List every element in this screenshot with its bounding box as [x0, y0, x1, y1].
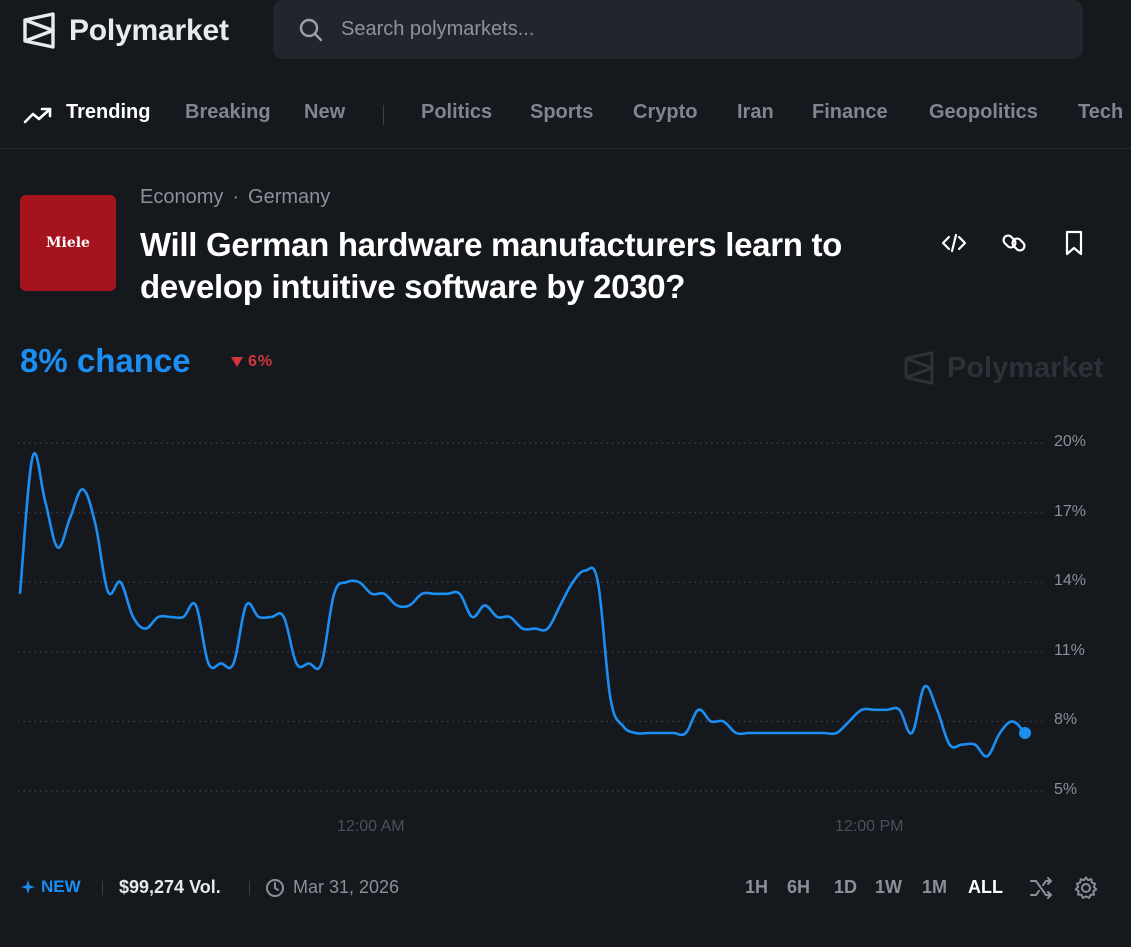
- search-input[interactable]: [341, 18, 1041, 41]
- copy-link-button[interactable]: [999, 228, 1029, 258]
- x-tick-label: 12:00 PM: [835, 818, 904, 835]
- brand-name: Polymarket: [69, 13, 229, 47]
- clock-icon: [266, 878, 284, 897]
- market-thumbnail: Miele: [20, 195, 116, 291]
- nav-divider: [383, 105, 384, 125]
- nav-item-geopolitics[interactable]: Geopolitics: [929, 101, 1038, 123]
- price-chart[interactable]: [0, 410, 1131, 810]
- bookmark-button[interactable]: [1059, 228, 1089, 258]
- thumbnail-logo-text: Miele: [46, 235, 90, 251]
- breadcrumb: Economy · Germany: [140, 186, 330, 209]
- caret-down-icon: [231, 357, 243, 367]
- y-tick-label: 11%: [1054, 641, 1085, 659]
- breadcrumb-economy[interactable]: Economy: [140, 186, 224, 208]
- new-badge: NEW: [20, 877, 81, 897]
- watermark-text: Polymarket: [947, 351, 1104, 384]
- y-tick-label: 20%: [1054, 433, 1087, 450]
- chart-watermark: Polymarket: [903, 351, 1103, 385]
- nav-item-iran[interactable]: Iran: [737, 101, 774, 123]
- category-nav: Trending Breaking New Politics Sports Cr…: [0, 85, 1131, 149]
- range-1w[interactable]: 1W: [875, 877, 902, 897]
- nav-item-finance[interactable]: Finance: [812, 101, 888, 123]
- code-embed-icon: [941, 233, 967, 253]
- range-6h[interactable]: 6H: [787, 877, 811, 897]
- shuffle-button[interactable]: [1028, 875, 1054, 901]
- polymarket-logo-icon: [23, 12, 55, 49]
- nav-item-sports[interactable]: Sports: [530, 101, 594, 123]
- end-date: Mar 31, 2026: [265, 877, 399, 898]
- breadcrumb-germany[interactable]: Germany: [248, 186, 331, 208]
- polymarket-watermark-icon: [904, 351, 934, 385]
- x-tick-label: 12:00 AM: [337, 818, 405, 835]
- current-point: [1019, 727, 1031, 739]
- trending-icon: [23, 107, 52, 124]
- chart-settings-button[interactable]: [1073, 875, 1099, 901]
- sparkle-icon: [21, 880, 35, 894]
- chart-footer: NEW $99,274 Vol. Mar 31, 2026 1H 6H 1D 1…: [0, 873, 1131, 903]
- nav-item-breaking[interactable]: Breaking: [185, 101, 271, 123]
- range-1m[interactable]: 1M: [922, 877, 948, 897]
- series-line: [18, 452, 1026, 758]
- search-bar[interactable]: [273, 0, 1083, 59]
- range-all[interactable]: ALL: [968, 877, 1003, 897]
- breadcrumb-separator: ·: [232, 186, 240, 208]
- settings-gear-icon: [1074, 876, 1098, 899]
- nav-item-politics[interactable]: Politics: [421, 101, 493, 123]
- y-tick-label: 8%: [1054, 711, 1078, 729]
- shuffle-icon: [1030, 877, 1052, 899]
- market-title: Will German hardware manufacturers learn…: [140, 226, 843, 305]
- y-tick-label: 5%: [1054, 781, 1078, 798]
- y-tick-label: 17%: [1054, 502, 1087, 520]
- top-bar: Polymarket: [0, 0, 1131, 62]
- chance-value: 8% chance: [20, 342, 191, 379]
- nav-item-trending[interactable]: Trending: [66, 101, 151, 123]
- price-change: 6%: [230, 353, 273, 371]
- nav-item-new[interactable]: New: [304, 101, 346, 123]
- range-1d[interactable]: 1D: [834, 877, 858, 897]
- polymarket-logo[interactable]: Polymarket: [22, 12, 229, 49]
- new-badge-label: NEW: [41, 877, 81, 896]
- search-icon: [299, 18, 323, 41]
- range-1h[interactable]: 1H: [745, 877, 769, 897]
- footer-divider: [102, 881, 103, 895]
- bookmark-icon: [1065, 230, 1083, 256]
- nav-item-tech[interactable]: Tech: [1078, 101, 1124, 123]
- end-date-value: Mar 31, 2026: [293, 877, 400, 897]
- price-change-value: 6%: [248, 353, 274, 370]
- nav-item-crypto[interactable]: Crypto: [633, 101, 698, 123]
- embed-button[interactable]: [939, 228, 969, 258]
- volume-value: $99,274 Vol.: [119, 877, 221, 897]
- link-icon: [1002, 234, 1026, 252]
- y-tick-label: 14%: [1054, 572, 1087, 590]
- footer-divider: [249, 881, 250, 895]
